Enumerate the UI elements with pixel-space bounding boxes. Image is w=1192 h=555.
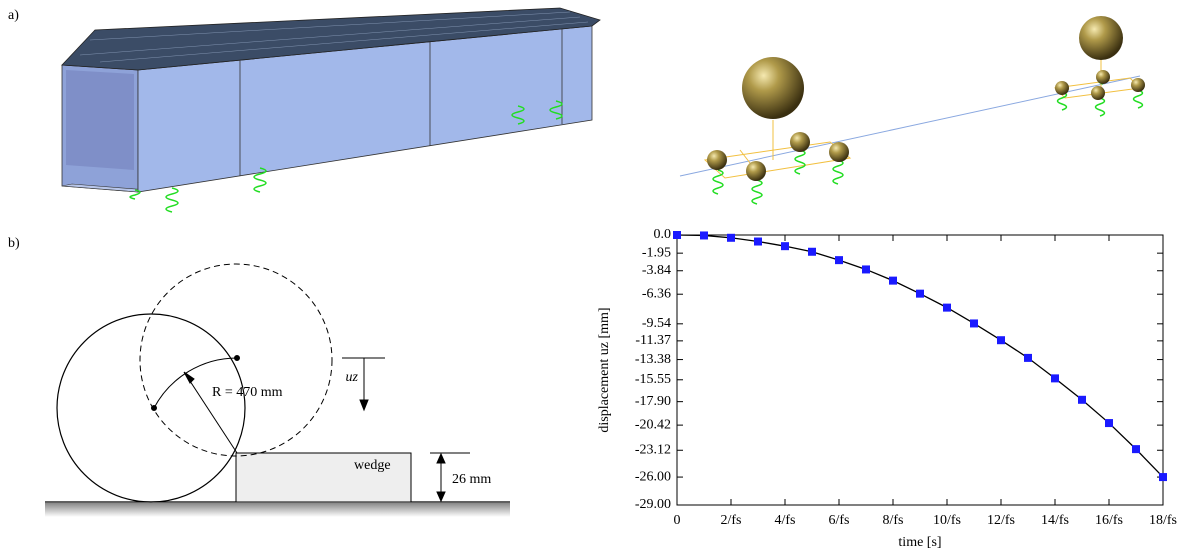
data-point [673,231,681,239]
plot-frame [676,234,1164,506]
x-tick-label: 18/fs [1149,513,1177,528]
radius-label: R = 470 mm [212,385,283,400]
data-line [676,234,1164,478]
y-tick-label: -26.00 [635,469,671,484]
y-tick-label: -13.38 [635,352,671,367]
x-tick-label: 6/fs [829,513,850,528]
y-tick-label: -11.37 [635,333,671,348]
data-point [1132,445,1140,454]
x-tick-label: 14/fs [1041,513,1069,528]
wedge-diagram [45,263,510,517]
y-tick-label: -3.84 [642,263,671,278]
y-tick-label: -29.00 [635,497,671,512]
data-point [808,247,816,256]
data-point [997,336,1005,345]
data-point [1159,473,1167,482]
data-point [727,233,735,242]
y-axis-label: displacement uz [mm] [597,307,612,432]
x-tick-label: 4/fs [775,513,796,528]
mass-spring-render [679,16,1145,205]
box-render [61,7,601,213]
data-point [970,319,978,328]
x-tick-label: 0 [674,513,681,528]
data-point [862,265,870,274]
wedge-label: wedge [354,458,391,473]
y-tick-label: 0.0 [654,227,672,242]
panel-label: b) [8,236,20,251]
x-tick-label: 12/fs [987,513,1015,528]
data-point [1051,374,1059,383]
y-tick-label: -23.12 [635,442,671,457]
data-point [889,276,897,285]
data-point [835,256,843,265]
x-tick-label: 16/fs [1095,513,1123,528]
data-point [916,289,924,298]
displacement-label: uz [346,370,359,385]
data-point [1105,419,1113,428]
data-point [943,303,951,312]
data-point [781,242,789,251]
data-point [1024,353,1032,362]
data-point [754,237,762,246]
plot: 0.0 -1.95 -3.84 -6.36 -9.54 -11.37 -13.38 -15.5… [597,227,1177,550]
y-tick-label: -20.42 [635,417,671,432]
y-tick-label: -1.95 [642,245,671,260]
y-tick-label: -17.90 [635,394,671,409]
x-tick-label: 10/fs [933,513,961,528]
y-tick-label: -15.55 [635,372,671,387]
x-tick-label: 2/fs [721,513,742,528]
y-tick-label: -9.54 [642,316,671,331]
panel-label: a) [8,8,19,23]
y-tick-label: -6.36 [642,286,671,301]
data-point [1078,395,1086,404]
data-point [700,231,708,240]
x-tick-label: 8/fs [883,513,904,528]
height-label: 26 mm [452,472,491,487]
x-axis-label: time [s] [898,535,941,550]
